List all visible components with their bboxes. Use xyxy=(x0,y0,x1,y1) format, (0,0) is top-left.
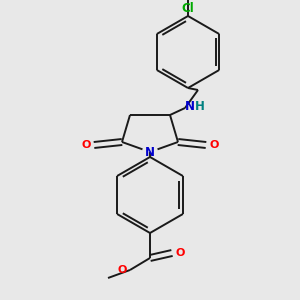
Text: O: O xyxy=(118,265,127,275)
Text: H: H xyxy=(195,100,205,113)
Text: Cl: Cl xyxy=(182,2,194,15)
Text: O: O xyxy=(175,248,184,258)
Text: N: N xyxy=(145,146,155,158)
Text: O: O xyxy=(82,140,91,150)
Text: N: N xyxy=(185,100,195,113)
Text: O: O xyxy=(209,140,218,150)
